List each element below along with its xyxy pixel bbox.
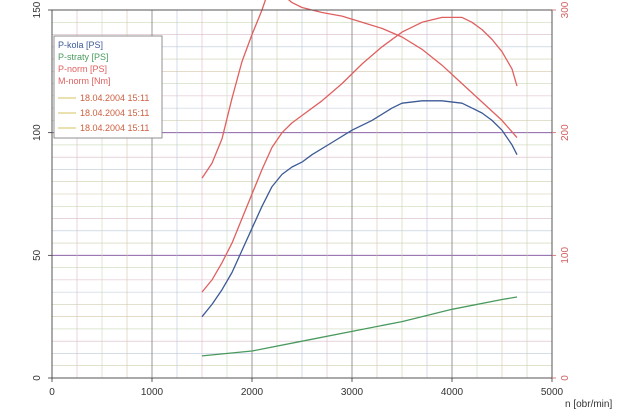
series-line-1	[201, 100, 518, 318]
legend-entry-m-norm: M-norm [Nm]	[58, 76, 111, 86]
legend-entry-p-kola: P-kola [PS]	[58, 40, 103, 50]
x-tick-label: 2000	[241, 387, 264, 398]
series-line-3	[201, 16, 518, 293]
y-right-tick-label: 100	[560, 247, 571, 264]
y-left-tick-label: 100	[32, 124, 43, 141]
x-axis-title: n [obr/min]	[565, 399, 612, 410]
legend-box	[53, 35, 163, 139]
legend-entry-p-straty: P-straty [PS]	[58, 52, 109, 62]
legend-run-label-3: 18.04.2004 15:11	[80, 123, 149, 133]
y-right-tick-label: 200	[560, 124, 571, 141]
y-left-tick-label: 50	[32, 249, 43, 261]
legend-run-label-2: 18.04.2004 15:11	[80, 108, 149, 118]
x-tick-label: 0	[49, 387, 55, 398]
series-line-2	[201, 296, 518, 357]
x-tick-label: 4000	[441, 387, 464, 398]
x-tick-label: 1000	[141, 387, 164, 398]
y-right-tick-label: 300	[560, 1, 571, 18]
x-tick-label: 5000	[541, 387, 564, 398]
series-layer	[201, 0, 518, 357]
y-right-tick-label: 0	[560, 375, 571, 381]
legend-entry-p-norm: P-norm [PS]	[58, 64, 107, 74]
y-left-tick-label: 0	[32, 375, 43, 381]
series-line-4	[201, 0, 518, 179]
x-tick-label: 3000	[341, 387, 364, 398]
axes: 0 1000 2000 3000 4000 5000 0 50 100 150 0 100 200 300	[32, 1, 571, 398]
plot-frame	[51, 9, 553, 379]
legend-run-label-1: 18.04.2004 15:11	[80, 93, 149, 103]
y-left-tick-label: 150	[32, 1, 43, 18]
legend: P-kola [PS] P-straty [PS] P-norm [PS] M-…	[53, 35, 163, 139]
